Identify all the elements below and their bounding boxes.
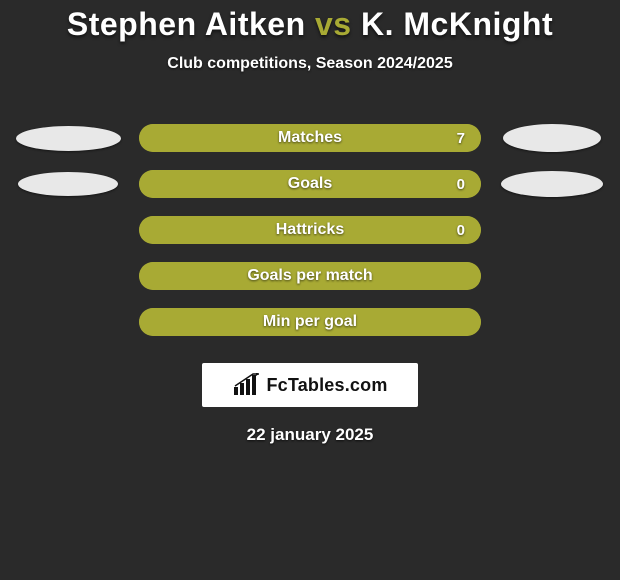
ellipse-marker xyxy=(503,124,601,152)
stat-row: Min per goal xyxy=(8,299,612,345)
ellipse-marker xyxy=(18,172,118,196)
title-player1: Stephen Aitken xyxy=(67,6,306,42)
left-indicator xyxy=(8,207,128,253)
stat-bar: Goals per match xyxy=(139,262,481,290)
left-indicator xyxy=(8,161,128,207)
snapshot-date: 22 january 2025 xyxy=(0,425,620,445)
stat-value: 0 xyxy=(457,216,465,244)
stat-row: Goals per match xyxy=(8,253,612,299)
stat-value: 7 xyxy=(457,124,465,152)
left-indicator xyxy=(8,115,128,161)
stat-bar: Hattricks0 xyxy=(139,216,481,244)
page-title: Stephen Aitken vs K. McKnight xyxy=(0,6,620,43)
right-indicator xyxy=(492,253,612,299)
stat-label: Goals per match xyxy=(139,262,481,290)
title-player2: K. McKnight xyxy=(361,6,553,42)
right-indicator xyxy=(492,115,612,161)
stat-label: Goals xyxy=(139,170,481,198)
source-logo-text: FcTables.com xyxy=(266,375,387,396)
stat-row: Hattricks0 xyxy=(8,207,612,253)
subtitle: Club competitions, Season 2024/2025 xyxy=(0,55,620,73)
left-indicator xyxy=(8,253,128,299)
stat-bar: Min per goal xyxy=(139,308,481,336)
bars-icon xyxy=(232,373,262,397)
right-indicator xyxy=(492,161,612,207)
title-vs: vs xyxy=(315,6,352,42)
stat-rows: Matches7Goals0Hattricks0Goals per matchM… xyxy=(0,115,620,345)
left-indicator xyxy=(8,299,128,345)
stat-row: Goals0 xyxy=(8,161,612,207)
stat-bar: Goals0 xyxy=(139,170,481,198)
stat-bar: Matches7 xyxy=(139,124,481,152)
comparison-card: Stephen Aitken vs K. McKnight Club compe… xyxy=(0,0,620,580)
stat-label: Hattricks xyxy=(139,216,481,244)
ellipse-marker xyxy=(16,126,121,151)
stat-row: Matches7 xyxy=(8,115,612,161)
stat-value: 0 xyxy=(457,170,465,198)
source-logo: FcTables.com xyxy=(202,363,418,407)
stat-label: Min per goal xyxy=(139,308,481,336)
ellipse-marker xyxy=(501,171,603,197)
right-indicator xyxy=(492,207,612,253)
stat-label: Matches xyxy=(139,124,481,152)
right-indicator xyxy=(492,299,612,345)
